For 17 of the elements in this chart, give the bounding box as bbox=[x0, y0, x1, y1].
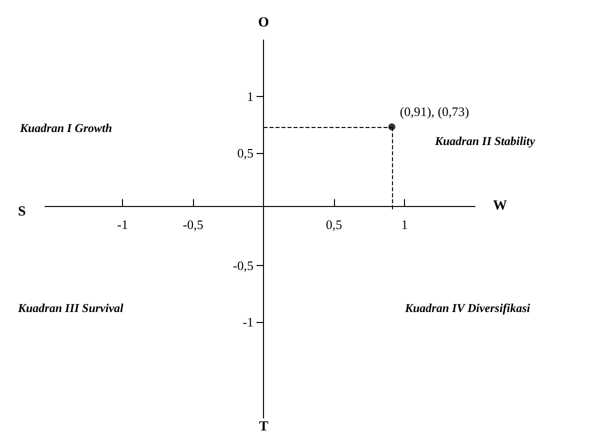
x-tick-label: 1 bbox=[401, 217, 408, 232]
text: S bbox=[18, 204, 26, 220]
annotation: Kuadran I Growth bbox=[19, 121, 112, 135]
y-axis-title: O bbox=[258, 16, 270, 30]
y-tick-label: 0,5 bbox=[237, 145, 254, 160]
annotation: (0,91), (0,73) bbox=[400, 104, 470, 119]
x-tick-label: 0,5 bbox=[326, 217, 342, 232]
x-tick-label: -1 bbox=[117, 217, 128, 232]
y-tick-label: 1 bbox=[247, 88, 254, 104]
text: T bbox=[259, 420, 269, 434]
y-tick-label: -0,5 bbox=[232, 258, 254, 274]
annotation: Kuadran II Stability bbox=[434, 134, 536, 148]
y-tick-label: -1 bbox=[242, 314, 254, 330]
annotation: Kuadran III Survival bbox=[17, 301, 124, 315]
x-tick-label: -0,5 bbox=[182, 217, 204, 232]
annotation: Kuadran IV Diversifikasi bbox=[404, 301, 531, 315]
x-axis-title: W bbox=[493, 198, 507, 214]
